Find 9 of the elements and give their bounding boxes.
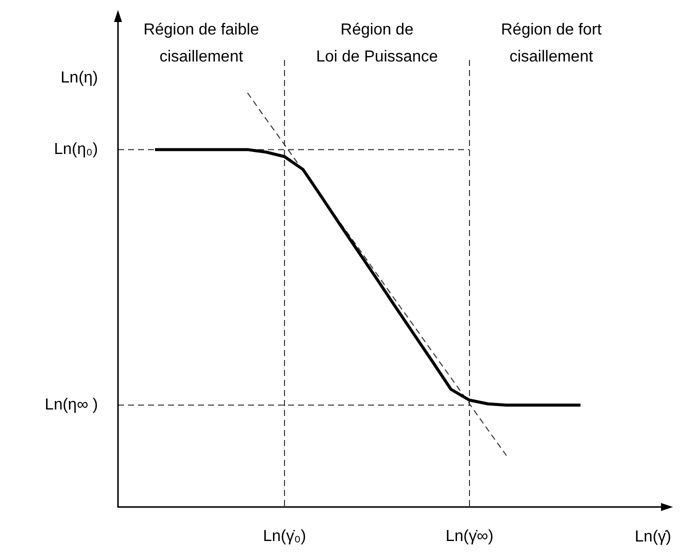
ref-line-label: Ln(η₀) — [54, 140, 98, 158]
text: Région de fort cisaillement — [500, 21, 602, 66]
y-axis-title: Ln(η) — [60, 69, 98, 86]
x-tick-label: Ln(γ̇∞) — [446, 528, 494, 546]
x-tick-label: Ln(γ̇₀) — [262, 528, 306, 546]
x-axis-title: Ln(γ̇) — [634, 528, 672, 546]
text: Région de Loi de Puissance — [316, 21, 438, 66]
ref-line-label: Ln(η∞ ) — [44, 396, 98, 414]
text: Région de faible cisaillement — [143, 21, 260, 66]
